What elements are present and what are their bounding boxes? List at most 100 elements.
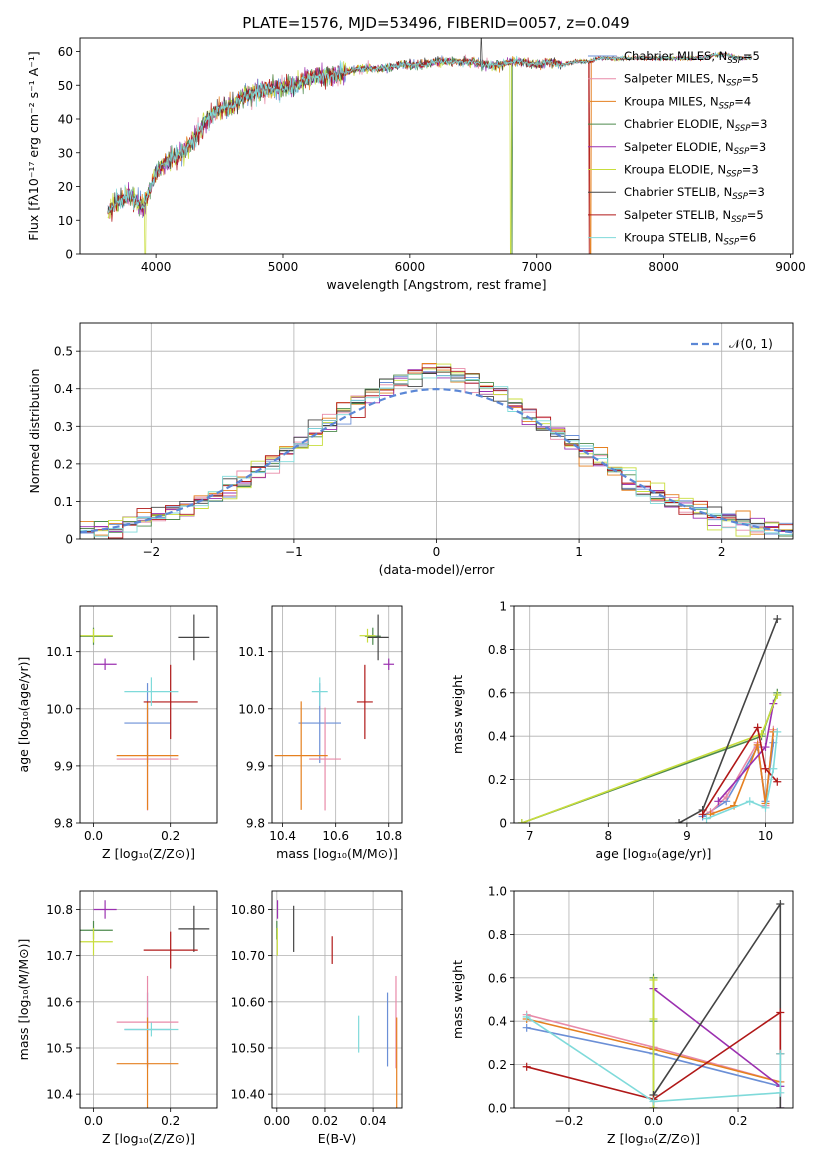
plus-marker: [773, 777, 782, 786]
tick-label-x: 7000: [521, 260, 552, 274]
tick-label-y: 9.8: [54, 817, 73, 831]
errorbar-point: [359, 628, 376, 643]
plus-marker: [649, 1097, 658, 1106]
legend-entry: Kroupa MILES, NSSP=4: [624, 94, 751, 111]
legend-nssp-value: 3: [760, 117, 767, 131]
tick-label-x: 0.04: [360, 1114, 387, 1128]
tick-label-y: 10.8: [46, 903, 73, 917]
legend-nssp-subscript: SSP: [732, 192, 748, 202]
legend-nssp-eq: =: [749, 140, 759, 154]
x-axis-label: E(B-V): [318, 1131, 357, 1146]
plus-marker: [776, 1104, 785, 1108]
legend-entry: Chabrier ELODIE, NSSP=3: [624, 117, 767, 134]
y-axis-label: mass weight: [450, 960, 465, 1039]
legend-nssp-subscript: SSP: [724, 238, 740, 248]
legend-entry: Salpeter MILES, NSSP=5: [624, 72, 759, 89]
legend-nssp-subscript: SSP: [727, 56, 743, 66]
legend-label: Chabrier MILES: [624, 49, 711, 63]
tick-label-y: 0.4: [488, 730, 507, 744]
legend-nssp-subscript: SSP: [726, 79, 742, 89]
tick-label-x: 10.6: [322, 829, 349, 843]
tick-label-x: 0.2: [161, 1114, 180, 1128]
axes-frame: [513, 890, 794, 1109]
legend-nssp-eq: =: [748, 185, 758, 199]
plus-marker: [702, 814, 711, 823]
tick-label-y: 10.40: [231, 1088, 265, 1102]
tick-label-x: 9000: [775, 260, 806, 274]
tick-label-y: 0.1: [54, 495, 73, 509]
errorbar-point: [93, 900, 117, 919]
x-axis-label: age [log₁₀(age/yr)]: [596, 846, 712, 861]
tick-label-y: 10.4: [46, 1088, 73, 1102]
legend-label: Chabrier ELODIE: [624, 117, 719, 131]
tick-label-y: 0.2: [488, 773, 507, 787]
plus-marker: [776, 1008, 785, 1017]
plus-marker: [773, 690, 782, 699]
plus-marker: [761, 803, 770, 812]
legend-label: Kroupa STELIB: [624, 231, 708, 245]
tick-label-x: 10.4: [269, 829, 296, 843]
tick-label-y: 30: [58, 146, 73, 160]
legend-nssp-value: 5: [753, 49, 760, 63]
errorbar-point: [116, 1017, 179, 1108]
histogram-chabrier-stelib: [80, 366, 793, 539]
errorbar-point: [116, 701, 179, 810]
plot-area: [276, 900, 398, 1108]
errorbar-point: [80, 628, 113, 643]
legend-nssp-value: 5: [756, 208, 763, 222]
tick-label-y: 0.3: [54, 420, 73, 434]
legend-label-normal: 𝒩(0, 1): [729, 337, 773, 351]
tick-label-y: 60: [58, 45, 73, 59]
errorbar-point: [93, 658, 117, 670]
tick-label-y: 10.80: [231, 903, 265, 917]
axes-frame: [513, 605, 794, 824]
legend-nssp-subscript: SSP: [726, 170, 742, 180]
legend-nssp-eq: =: [743, 49, 753, 63]
y-axis-label: mass [log₁₀(M/M⊙)]: [16, 939, 31, 1061]
tick-label-y: 10.0: [238, 702, 265, 716]
tick-label-x: 0.00: [263, 1114, 290, 1128]
legend-nssp-prefix: , N: [715, 208, 731, 222]
legend-nssp-subscript: SSP: [734, 147, 750, 157]
tick-label-y: 10.50: [231, 1041, 265, 1055]
tick-label-y: 9.9: [246, 759, 265, 773]
weight-line-salpeter-stelib: [526, 1010, 782, 1101]
legend-nssp-prefix: , N: [711, 49, 727, 63]
tick-label-y: 50: [58, 79, 73, 93]
spectrum-series-salpeter-stelib: [107, 51, 753, 254]
tick-label-y: 0.8: [488, 928, 507, 942]
legend-label: Chabrier STELIB: [624, 185, 716, 199]
tick-label-x: −2: [142, 545, 160, 559]
axes-frame: [271, 605, 403, 824]
plus-marker: [776, 1049, 785, 1058]
plot-area: [522, 900, 785, 1108]
tick-label-y: 0.4: [488, 1015, 507, 1029]
tick-label-x: 8: [604, 829, 612, 843]
tick-label-y: 1.0: [488, 885, 507, 899]
legend-entry: Salpeter ELODIE, NSSP=3: [624, 140, 766, 157]
x-axis-label: (data-model)/error: [379, 562, 496, 577]
legend-label: Salpeter STELIB: [624, 208, 715, 222]
tick-label-x: 5000: [268, 260, 299, 274]
x-axis-label: Z [log₁₀(Z/Z⊙)]: [102, 1131, 195, 1146]
plus-marker: [649, 975, 658, 984]
x-axis-label: Z [log₁₀(Z/Z⊙)]: [102, 846, 195, 861]
errorbar-point: [311, 677, 328, 706]
tick-label-y: 9.8: [246, 817, 265, 831]
axes-age_vs_mass: 10.4 10.6 10.8 9.8 9.9 10.0 10.1 mass [log₁₀(M/…: [238, 605, 403, 861]
tick-label-x: 6000: [395, 260, 426, 274]
tick-label-y: 10.1: [238, 645, 265, 659]
axes-residuals: −2 −1 0 1 2 0 0.1 0.2 0.3 0.4 0.5 (data-model)/erro…: [27, 322, 794, 577]
legend-entry: Chabrier MILES, NSSP=5: [624, 49, 760, 66]
tick-label-x: 9: [683, 829, 691, 843]
plus-marker: [649, 1015, 658, 1024]
plus-marker: [517, 819, 526, 823]
y-axis-label: Normed distribution: [27, 369, 42, 494]
legend-label: Salpeter MILES: [624, 72, 710, 86]
legend-nssp-value: 3: [751, 163, 758, 177]
tick-label-y: 10.60: [231, 995, 265, 1009]
y-axis-label: age [log₁₀(age/yr)]: [16, 657, 31, 773]
legend-nssp-prefix: , N: [710, 163, 726, 177]
legend-nssp-subscript: SSP: [731, 215, 747, 225]
errorbar-point: [178, 905, 210, 952]
